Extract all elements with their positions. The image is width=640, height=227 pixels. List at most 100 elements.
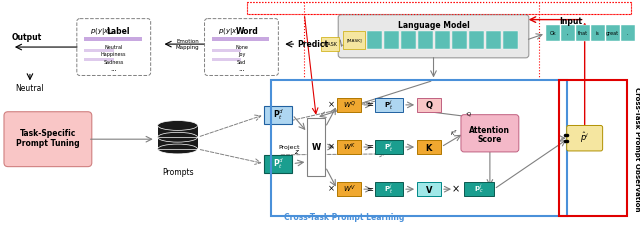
Text: $W^Q$: $W^Q$: [342, 99, 356, 111]
Text: =: =: [365, 143, 372, 152]
FancyBboxPatch shape: [452, 31, 467, 49]
FancyBboxPatch shape: [461, 115, 519, 152]
Text: Label: Label: [106, 27, 129, 36]
FancyBboxPatch shape: [337, 98, 361, 112]
Text: $p(y|x)$: $p(y|x)$: [218, 26, 239, 37]
Text: =: =: [365, 185, 372, 194]
FancyBboxPatch shape: [337, 182, 361, 196]
Text: ×: ×: [328, 100, 335, 109]
Text: is: is: [596, 31, 600, 36]
FancyBboxPatch shape: [375, 182, 403, 196]
Text: $\hat{p}^i$: $\hat{p}^i$: [580, 131, 589, 146]
FancyBboxPatch shape: [503, 31, 518, 49]
Bar: [559, 80, 627, 216]
Text: ×: ×: [452, 184, 460, 194]
FancyBboxPatch shape: [264, 106, 292, 123]
Ellipse shape: [157, 144, 198, 154]
Bar: [271, 80, 566, 216]
FancyBboxPatch shape: [77, 19, 150, 75]
FancyBboxPatch shape: [211, 49, 241, 52]
FancyBboxPatch shape: [264, 155, 292, 173]
Text: Cross-Task Prompt Learning: Cross-Task Prompt Learning: [284, 213, 404, 222]
FancyBboxPatch shape: [84, 49, 114, 52]
Text: $\mathbf{P}_t^i$: $\mathbf{P}_t^i$: [385, 140, 394, 154]
FancyBboxPatch shape: [401, 31, 416, 49]
Text: Q: Q: [467, 111, 471, 116]
FancyBboxPatch shape: [375, 140, 403, 154]
Text: Word: Word: [236, 27, 259, 36]
FancyBboxPatch shape: [84, 37, 141, 41]
Text: .: .: [627, 31, 628, 36]
Text: Prompts: Prompts: [162, 168, 193, 177]
Text: MASK: MASK: [323, 42, 337, 47]
Text: Score: Score: [477, 135, 502, 144]
FancyBboxPatch shape: [338, 15, 529, 58]
Text: Task-Specific: Task-Specific: [20, 129, 76, 138]
Text: None: None: [235, 44, 248, 49]
Text: Attention: Attention: [469, 126, 510, 135]
Text: ×: ×: [328, 185, 335, 194]
FancyBboxPatch shape: [566, 126, 603, 151]
Text: $\mathbf{P}_t^i$: $\mathbf{P}_t^i$: [385, 182, 394, 196]
FancyBboxPatch shape: [321, 37, 339, 51]
FancyBboxPatch shape: [486, 31, 501, 49]
FancyBboxPatch shape: [546, 25, 560, 41]
FancyBboxPatch shape: [4, 112, 92, 167]
Text: Sad: Sad: [237, 60, 246, 65]
Text: Output: Output: [12, 33, 42, 42]
Text: $\mathbf{P}_t^i$: $\mathbf{P}_t^i$: [385, 98, 394, 112]
Text: Cross-Task Prompt Observation: Cross-Task Prompt Observation: [634, 87, 639, 211]
Text: Predict: Predict: [298, 39, 328, 49]
Text: $\mathbf{p}_c^i$: $\mathbf{p}_c^i$: [474, 183, 484, 196]
Text: ×: ×: [328, 143, 335, 152]
Text: $\mathbf{P}_t^d$: $\mathbf{P}_t^d$: [273, 107, 284, 122]
Text: $W^V$: $W^V$: [342, 183, 356, 195]
FancyBboxPatch shape: [605, 25, 620, 41]
FancyBboxPatch shape: [367, 31, 382, 49]
Text: $\mathbf{V}$: $\mathbf{V}$: [425, 184, 433, 195]
FancyBboxPatch shape: [576, 25, 589, 41]
Text: ...: ...: [110, 66, 117, 72]
Text: $\mathbf{P}_t^d$: $\mathbf{P}_t^d$: [273, 156, 284, 171]
Text: Neutral: Neutral: [104, 44, 123, 49]
FancyBboxPatch shape: [84, 58, 114, 61]
FancyBboxPatch shape: [343, 31, 365, 49]
FancyBboxPatch shape: [205, 19, 278, 75]
FancyBboxPatch shape: [337, 140, 361, 154]
FancyBboxPatch shape: [307, 118, 325, 176]
FancyBboxPatch shape: [417, 182, 441, 196]
Text: Project: Project: [278, 145, 300, 150]
FancyBboxPatch shape: [417, 140, 441, 154]
Text: Prompt Tuning: Prompt Tuning: [16, 139, 80, 148]
Text: Language Model: Language Model: [397, 21, 469, 30]
Text: W: W: [312, 143, 321, 152]
FancyBboxPatch shape: [417, 98, 441, 112]
Text: that: that: [578, 31, 588, 36]
FancyBboxPatch shape: [561, 25, 575, 41]
FancyBboxPatch shape: [375, 98, 403, 112]
Text: $K^T$: $K^T$: [451, 129, 459, 138]
Text: $\mathbf{Q}$: $\mathbf{Q}$: [425, 99, 433, 111]
Text: [MASK]: [MASK]: [346, 38, 362, 42]
Text: $W^K$: $W^K$: [343, 141, 356, 153]
Text: Emotion
Mapping: Emotion Mapping: [176, 39, 200, 49]
FancyBboxPatch shape: [469, 31, 484, 49]
Text: z: z: [294, 149, 298, 155]
Ellipse shape: [157, 121, 198, 130]
Text: Joy: Joy: [238, 52, 245, 57]
FancyBboxPatch shape: [157, 126, 198, 137]
FancyBboxPatch shape: [435, 31, 450, 49]
Text: =: =: [365, 100, 372, 109]
Text: $p(y|x)$: $p(y|x)$: [90, 26, 112, 37]
FancyBboxPatch shape: [157, 137, 198, 149]
Bar: [248, 2, 630, 14]
Text: Input: Input: [559, 17, 582, 26]
FancyBboxPatch shape: [621, 25, 634, 41]
FancyBboxPatch shape: [384, 31, 399, 49]
Text: Ok: Ok: [549, 31, 556, 36]
Ellipse shape: [157, 132, 198, 142]
Text: $\mathbf{K}$: $\mathbf{K}$: [425, 141, 433, 153]
Text: ...: ...: [238, 66, 245, 72]
Text: great: great: [606, 31, 619, 36]
Text: ,: ,: [567, 31, 568, 36]
